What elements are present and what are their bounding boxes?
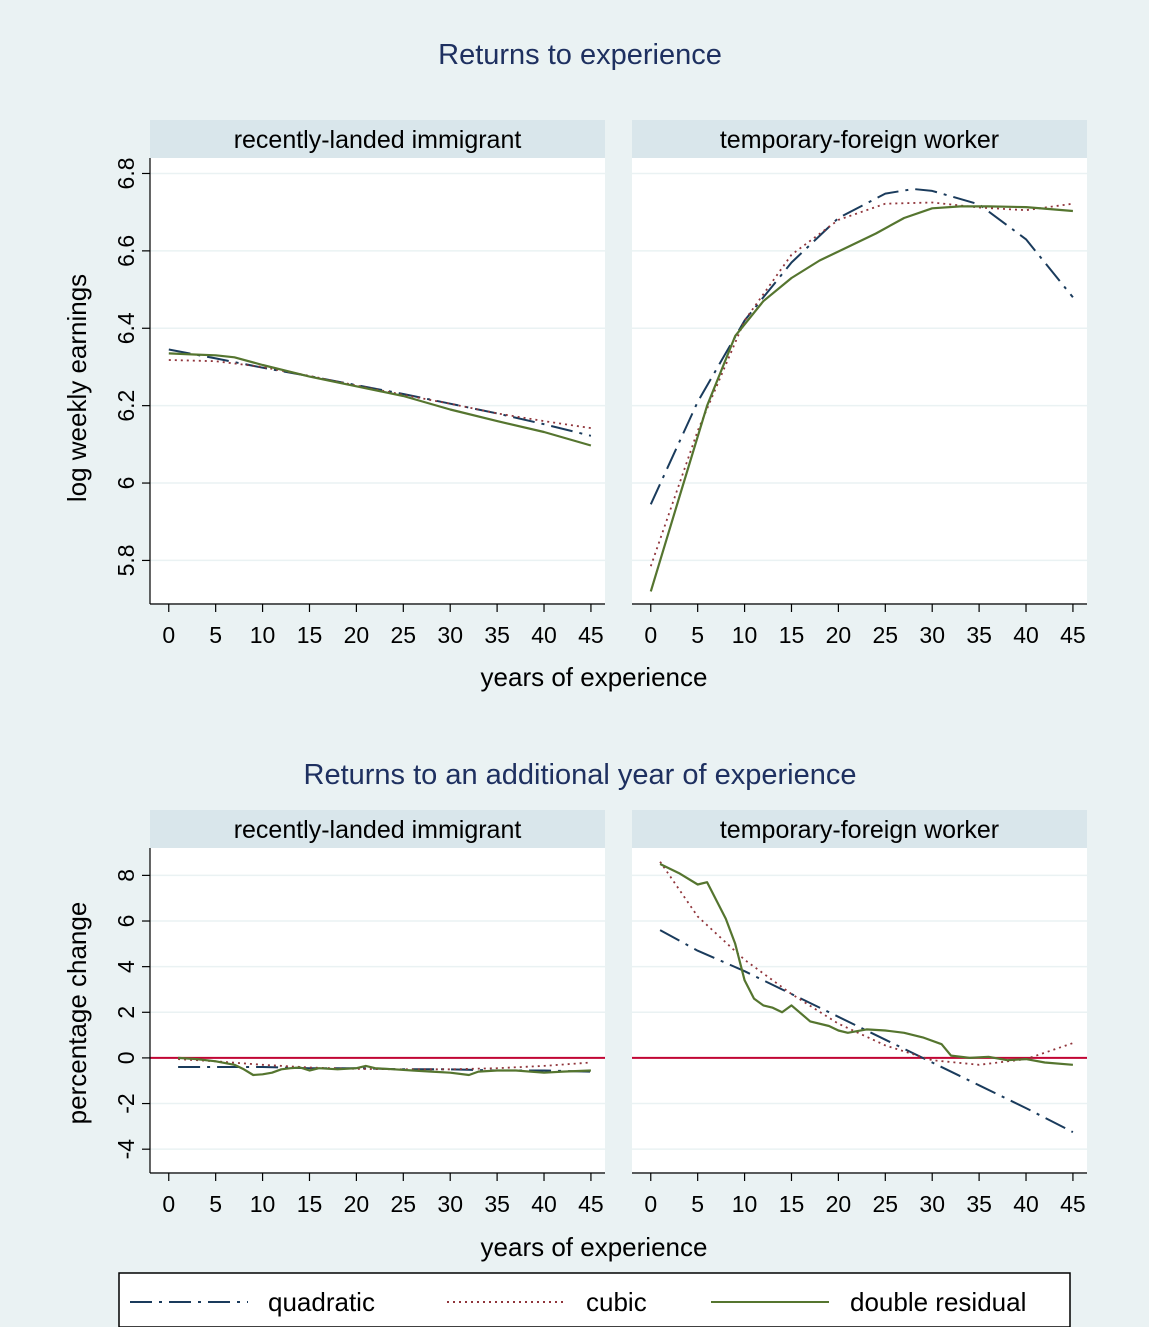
- series-double-residual: [649, 205, 1073, 592]
- y-tick-label: -4: [113, 1139, 139, 1160]
- x-tick-label: 15: [297, 1191, 323, 1217]
- chart-returns-additional-year: Returns to an additional year of experie…: [62, 759, 1087, 1262]
- series-cubic: [659, 861, 1074, 1066]
- x-tick-label: 35: [484, 1191, 510, 1217]
- panel-strip-label: temporary-foreign worker: [720, 816, 999, 844]
- plot-area: [150, 158, 605, 603]
- panel-recently-landed-immigrant: recently-landed immigrant 5.8 6 6.2 6.4 6.6 6.…: [113, 120, 605, 648]
- plot-area: [632, 848, 1087, 1172]
- x-tick-label: 45: [1060, 1191, 1086, 1217]
- x-tick-label: 10: [732, 1191, 758, 1217]
- x-tick-label: 15: [779, 1191, 805, 1217]
- x-tick-label: 20: [826, 622, 852, 648]
- x-tick-label: 10: [250, 622, 276, 648]
- series-double-residual: [168, 352, 592, 447]
- x-tick-label: 15: [297, 622, 323, 648]
- plot-area: [150, 848, 605, 1172]
- x-tick-label: 45: [578, 622, 604, 648]
- x-tick-label: 20: [344, 622, 370, 648]
- x-tick-label: 30: [437, 622, 463, 648]
- y-tick-label: 2: [113, 1006, 139, 1019]
- y-tick-label: 6.4: [113, 312, 139, 344]
- x-tick-label: 5: [209, 1191, 222, 1217]
- x-tick-label: 25: [391, 622, 417, 648]
- x-tick-label: 35: [966, 1191, 992, 1217]
- y-tick-label: 6.2: [113, 390, 139, 422]
- x-axis-title: years of experience: [481, 662, 708, 692]
- y-tick-label: 0: [113, 1052, 139, 1065]
- x-tick-label: 10: [732, 622, 758, 648]
- y-tick-label: 6: [113, 477, 139, 490]
- x-tick-label: 20: [344, 1191, 370, 1217]
- series-quadratic: [649, 188, 1074, 505]
- x-tick-label: 40: [531, 622, 557, 648]
- x-tick-label: 25: [391, 1191, 417, 1217]
- series-double-residual: [659, 863, 1073, 1066]
- series-cubic: [178, 1058, 591, 1071]
- panel-temporary-foreign-worker: temporary-foreign worker 0 5 10 15 20 25 30 35 40…: [632, 120, 1087, 648]
- x-tick-label: 45: [1060, 622, 1086, 648]
- legend-label-quadratic: quadratic: [268, 1287, 375, 1317]
- series-double-residual: [178, 1056, 591, 1077]
- x-tick-label: 35: [966, 622, 992, 648]
- x-tick-label: 5: [691, 1191, 704, 1217]
- y-tick-label: -2: [113, 1093, 139, 1113]
- x-tick-label: 15: [779, 622, 805, 648]
- x-tick-label: 40: [1013, 622, 1039, 648]
- series-quadratic: [168, 348, 592, 437]
- y-axis-title: log weekly earnings: [62, 274, 92, 502]
- y-tick-label: 6.8: [113, 157, 139, 189]
- legend-label-double-residual: double residual: [850, 1287, 1026, 1317]
- panel-strip: [150, 120, 605, 158]
- x-tick-label: 30: [919, 622, 945, 648]
- x-tick-label: 20: [826, 1191, 852, 1217]
- chart-title: Returns to an additional year of experie…: [304, 759, 857, 791]
- y-axis-title: percentage change: [62, 902, 92, 1125]
- panel-recently-landed-immigrant: recently-landed immigrant -4 -2 0 2 4 6 8 0 5 10 15…: [113, 810, 605, 1217]
- x-axis-title: years of experience: [481, 1232, 708, 1262]
- y-tick-label: 8: [113, 869, 139, 882]
- legend: quadratic cubic double residual: [118, 1272, 1071, 1327]
- panel-temporary-foreign-worker: temporary-foreign worker 0 5 10 15 20 25 30 35 40…: [632, 810, 1087, 1217]
- x-tick-label: 0: [644, 622, 657, 648]
- x-tick-label: 40: [1013, 1191, 1039, 1217]
- x-tick-label: 45: [578, 1191, 604, 1217]
- series-cubic: [649, 201, 1074, 567]
- series-quadratic: [659, 929, 1074, 1133]
- x-tick-label: 5: [209, 622, 222, 648]
- y-tick-label: 6: [113, 915, 139, 928]
- x-tick-label: 25: [873, 622, 899, 648]
- panel-strip: [632, 810, 1087, 848]
- x-tick-label: 0: [162, 622, 175, 648]
- panel-strip: [632, 120, 1087, 158]
- y-tick-label: 5.8: [113, 544, 139, 576]
- x-tick-label: 0: [644, 1191, 657, 1217]
- x-tick-label: 30: [437, 1191, 463, 1217]
- x-tick-label: 10: [250, 1191, 276, 1217]
- panel-strip-label: recently-landed immigrant: [234, 126, 522, 154]
- panel-strip: [150, 810, 605, 848]
- y-tick-label: 6.6: [113, 235, 139, 267]
- chart-returns-to-experience: Returns to experience recently-landed im…: [62, 39, 1087, 692]
- x-tick-label: 5: [691, 622, 704, 648]
- plot-area: [632, 158, 1087, 603]
- legend-box: [118, 1272, 1071, 1327]
- y-tick-label: 4: [113, 960, 139, 973]
- panel-strip-label: recently-landed immigrant: [234, 816, 522, 844]
- x-tick-label: 35: [484, 622, 510, 648]
- chart-title: Returns to experience: [438, 39, 722, 71]
- panel-strip-label: temporary-foreign worker: [720, 126, 999, 154]
- legend-label-cubic: cubic: [586, 1287, 647, 1317]
- x-tick-label: 40: [531, 1191, 557, 1217]
- x-tick-label: 0: [162, 1191, 175, 1217]
- x-tick-label: 25: [873, 1191, 899, 1217]
- x-tick-label: 30: [919, 1191, 945, 1217]
